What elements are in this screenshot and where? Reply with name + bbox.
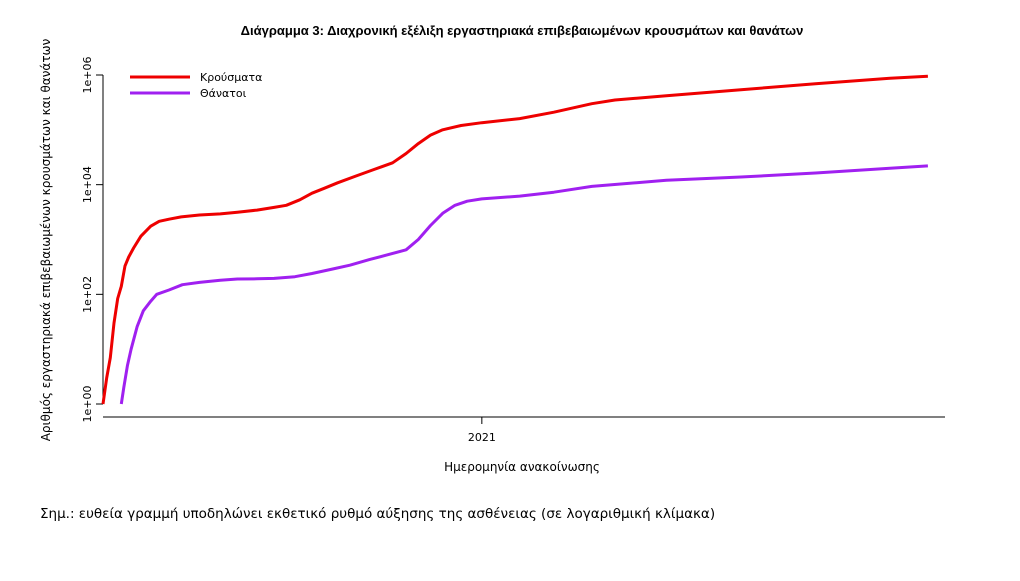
- x-axis: 2021: [103, 416, 945, 444]
- series-line-1: [119, 164, 928, 405]
- legend: Κρούσματα Θάνατοι: [130, 71, 262, 100]
- chart-title: Διάγραμμα 3: Διαχρονική εξέλιξη εργαστηρ…: [241, 23, 804, 38]
- series-line-0: [101, 74, 928, 405]
- x-tick-label-0: 2021: [468, 431, 496, 444]
- y-tick-label-0: 1e+00: [81, 386, 94, 423]
- y-tick-label-2: 1e+04: [81, 166, 94, 203]
- y-axis: 1e+00 1e+02 1e+04 1e+06: [81, 57, 104, 423]
- legend-label-0: Κρούσματα: [200, 71, 262, 84]
- chart-note: Σημ.: ευθεία γραμμή υποδηλώνει εκθετικό …: [40, 506, 716, 522]
- y-tick-label-1: 1e+02: [81, 276, 94, 313]
- legend-label-1: Θάνατοι: [200, 87, 247, 100]
- y-tick-label-3: 1e+06: [81, 57, 94, 94]
- y-axis-label: Αριθμός εργαστηριακά επιβεβαιωμένων κρου…: [39, 38, 53, 441]
- x-axis-label: Ημερομηνία ανακοίνωσης: [444, 460, 600, 474]
- series-layer: [101, 74, 928, 405]
